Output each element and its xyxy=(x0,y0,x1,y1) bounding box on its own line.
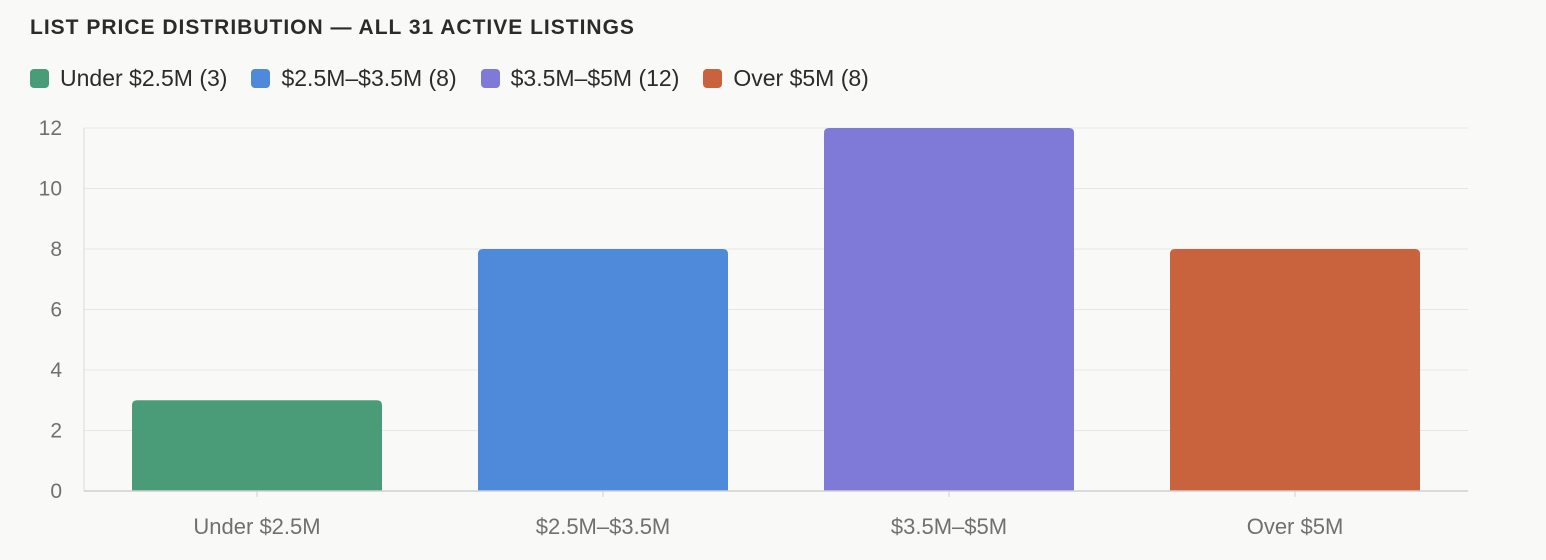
y-tick-label: 4 xyxy=(50,359,62,382)
legend-item-over-5m[interactable]: Over $5M (8) xyxy=(703,64,869,92)
legend-label: Under $2.5M (3) xyxy=(60,64,228,91)
legend: Under $2.5M (3) $2.5M–$3.5M (8) $3.5M–$5… xyxy=(30,62,893,94)
x-tick-label: $3.5M–$5M xyxy=(891,514,1007,539)
legend-swatch xyxy=(30,68,49,88)
legend-item-under-2-5m[interactable]: Under $2.5M (3) xyxy=(30,65,227,92)
legend-item-3-5m-5m[interactable]: $3.5M–$5M (12) xyxy=(480,64,680,92)
bar-1 xyxy=(132,400,382,491)
chart-title: LIST PRICE DISTRIBUTION — ALL 31 ACTIVE … xyxy=(30,16,635,39)
legend-swatch xyxy=(251,68,271,88)
legend-swatch xyxy=(480,68,500,88)
legend-item-2-5m-3-5m[interactable]: $2.5M–$3.5M (8) xyxy=(251,64,457,92)
bar-4 xyxy=(1170,249,1420,491)
y-tick-label: 8 xyxy=(50,238,62,261)
legend-label: $2.5M–$3.5M (8) xyxy=(281,64,457,91)
y-tick-label: 10 xyxy=(39,178,62,201)
legend-label: Over $5M (8) xyxy=(733,64,869,91)
x-tick-label: Over $5M xyxy=(1247,514,1344,539)
y-tick-label: 12 xyxy=(39,117,62,140)
y-tick-label: 6 xyxy=(50,299,62,322)
x-tick-label: $2.5M–$3.5M xyxy=(536,514,671,539)
bar-2 xyxy=(478,249,728,491)
legend-swatch xyxy=(703,68,723,88)
bar-3 xyxy=(824,128,1074,491)
x-tick-label: Under $2.5M xyxy=(193,514,320,539)
y-tick-label: 0 xyxy=(50,480,62,503)
y-tick-label: 2 xyxy=(50,420,62,443)
legend-label: $3.5M–$5M (12) xyxy=(510,64,680,91)
